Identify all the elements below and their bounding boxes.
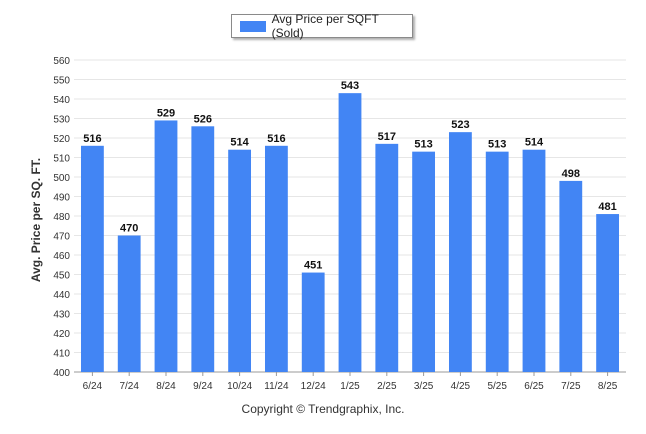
data-label: 451 (304, 260, 322, 272)
y-tick-label: 540 (53, 95, 70, 106)
y-tick-label: 520 (53, 134, 70, 145)
x-tick-label: 6/25 (524, 381, 544, 392)
x-tick-label: 12/24 (301, 381, 326, 392)
bar (412, 151, 436, 372)
bar (375, 143, 399, 372)
y-tick-label: 530 (53, 115, 70, 126)
data-label: 514 (525, 137, 544, 149)
y-tick-label: 550 (53, 76, 70, 87)
y-tick-label: 470 (53, 232, 70, 243)
y-tick-label: 410 (53, 349, 70, 360)
y-tick-label: 560 (53, 56, 70, 67)
y-tick-label: 400 (53, 368, 70, 379)
bar (522, 149, 546, 372)
data-label: 513 (488, 139, 506, 151)
data-label: 481 (598, 201, 616, 213)
x-tick-label: 8/24 (156, 381, 176, 392)
bar (485, 151, 509, 372)
bar (559, 180, 583, 372)
data-label: 513 (414, 139, 432, 151)
bar (338, 93, 362, 373)
data-label: 514 (230, 137, 249, 149)
legend-label: Avg Price per SQFT (Sold) (271, 12, 379, 40)
x-tick-label: 8/25 (598, 381, 618, 392)
x-tick-label: 4/25 (451, 381, 471, 392)
x-tick-label: 3/25 (414, 381, 434, 392)
x-tick-label: 6/24 (83, 381, 103, 392)
y-tick-label: 440 (53, 290, 70, 301)
y-tick-label: 430 (53, 310, 70, 321)
copyright-text: Copyright © Trendgraphix, Inc. (241, 402, 405, 416)
bar (264, 145, 288, 372)
bar (117, 235, 141, 372)
x-tick-label: 1/25 (340, 381, 360, 392)
data-label: 526 (194, 113, 212, 125)
data-label: 523 (451, 119, 469, 131)
x-tick-label: 7/25 (561, 381, 581, 392)
x-tick-label: 10/24 (227, 381, 252, 392)
bar (448, 132, 472, 372)
data-label: 543 (341, 80, 359, 92)
data-label: 529 (157, 107, 175, 119)
y-tick-label: 490 (53, 193, 70, 204)
legend: Avg Price per SQFT (Sold) (231, 12, 413, 40)
legend-swatch (240, 20, 266, 32)
y-tick-label: 500 (53, 173, 70, 184)
data-label: 516 (267, 133, 285, 145)
bar (301, 272, 325, 372)
bar (191, 126, 215, 372)
x-tick-label: 11/24 (264, 381, 289, 392)
y-tick-label: 480 (53, 212, 70, 223)
x-tick-label: 9/24 (193, 381, 213, 392)
data-label: 516 (83, 133, 101, 145)
y-tick-label: 510 (53, 154, 70, 165)
data-label: 517 (378, 131, 396, 143)
x-tick-label: 5/25 (487, 381, 507, 392)
x-tick-label: 7/24 (119, 381, 139, 392)
bar (228, 149, 252, 372)
bar (596, 214, 620, 372)
data-label: 498 (562, 168, 580, 180)
data-label: 470 (120, 223, 138, 235)
y-tick-label: 450 (53, 271, 70, 282)
bar (80, 145, 104, 372)
bar (154, 120, 178, 372)
y-tick-label: 420 (53, 329, 70, 340)
y-tick-label: 460 (53, 251, 70, 262)
x-tick-label: 2/25 (377, 381, 397, 392)
